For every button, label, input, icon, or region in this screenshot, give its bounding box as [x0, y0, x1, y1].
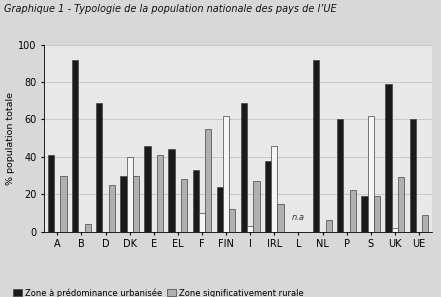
Bar [350, 190, 356, 232]
Bar [271, 146, 277, 232]
Bar [253, 181, 260, 232]
Bar [361, 196, 368, 232]
Bar [85, 224, 91, 232]
Bar [217, 187, 223, 232]
Bar [72, 59, 78, 232]
Bar [144, 146, 151, 232]
Bar [127, 157, 133, 232]
Bar [337, 119, 344, 232]
Bar [247, 226, 253, 232]
Text: n.a: n.a [292, 213, 305, 222]
Bar [277, 204, 284, 232]
Bar [398, 177, 404, 232]
Bar [120, 176, 127, 232]
Bar [168, 149, 175, 232]
Bar [229, 209, 235, 232]
Bar [241, 102, 247, 232]
Y-axis label: % population totale: % population totale [6, 91, 15, 185]
Bar [157, 155, 163, 232]
Text: Graphique 1 - Typologie de la population nationale des pays de l’UE: Graphique 1 - Typologie de la population… [4, 4, 337, 15]
Bar [199, 213, 205, 232]
Bar [313, 59, 319, 232]
Bar [133, 176, 139, 232]
Bar [48, 155, 54, 232]
Bar [374, 196, 380, 232]
Bar [325, 220, 332, 232]
Legend: Zone à prédominance urbanisée, Zone à prédominance rurale, Zone significativemen: Zone à prédominance urbanisée, Zone à pr… [13, 288, 304, 297]
Bar [193, 170, 199, 232]
Bar [96, 102, 102, 232]
Bar [223, 116, 229, 232]
Bar [60, 176, 67, 232]
Bar [108, 185, 115, 232]
Bar [385, 84, 392, 232]
Bar [422, 215, 428, 232]
Bar [410, 119, 416, 232]
Bar [205, 129, 211, 232]
Bar [181, 179, 187, 232]
Bar [368, 116, 374, 232]
Bar [392, 228, 398, 232]
Bar [265, 161, 271, 232]
